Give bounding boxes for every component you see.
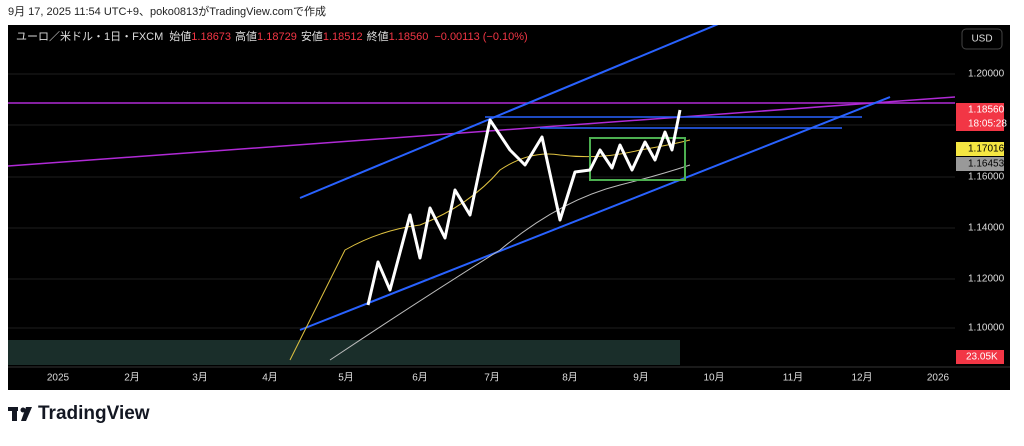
- time-label: 12月: [851, 372, 872, 384]
- badge: [956, 157, 1004, 171]
- zigzag: [366, 109, 682, 306]
- logo-icon: [8, 407, 32, 421]
- price-tick: 1.12000: [968, 274, 1005, 285]
- price-tick: 1.10000: [968, 323, 1005, 334]
- time-label: 5月: [338, 372, 354, 384]
- time-labels: 2025 2月 3月 4月 5月 6月 7月 8月 9月 10月 11月 12月…: [47, 372, 950, 384]
- badge: [956, 142, 1004, 156]
- last-price: 1.18560: [968, 105, 1005, 116]
- time-label: 2025: [47, 373, 70, 384]
- trend-line: [8, 96, 955, 167]
- volume-text: 23.05K: [966, 352, 998, 363]
- time-label: 9月: [633, 372, 649, 384]
- grid: [8, 73, 955, 329]
- time-label: 6月: [412, 372, 428, 384]
- countdown: 18:05:28: [968, 119, 1007, 130]
- currency-button[interactable]: [961, 28, 1003, 50]
- range-box: [589, 137, 686, 181]
- time-label: 3月: [192, 372, 208, 384]
- time-label: 11月: [783, 372, 803, 384]
- volume-strip: [8, 340, 680, 365]
- time-label: 10月: [703, 372, 724, 384]
- field-label: 高値: [235, 29, 257, 43]
- field-label: 終値: [367, 29, 389, 43]
- currency[interactable]: USD: [971, 34, 992, 45]
- price-ticks: 1.20000 1.16000 1.14000 1.12000 1.10000: [968, 69, 1005, 334]
- price-tick: 1.20000: [968, 69, 1005, 80]
- chart-panel: [8, 25, 1010, 390]
- field-value: 1.18729: [257, 31, 297, 43]
- channel-lower: [299, 96, 891, 331]
- time-label: 2026: [927, 373, 950, 384]
- moving-average: [289, 139, 691, 361]
- legend: ユーロ／米ドル・1日・FXCM 始値1.18673 高値1.18729 安値1.185…: [16, 29, 528, 43]
- change: −0.00113 (−0.10%): [434, 31, 527, 43]
- field-value: 1.18512: [323, 31, 363, 43]
- field-value: 1.18560: [389, 31, 429, 43]
- symbol: ユーロ／米ドル・1日・FXCM: [16, 30, 163, 43]
- last-price-badge: [956, 103, 1004, 131]
- field-label: 始値: [169, 29, 191, 43]
- field-value: 1.18673: [191, 31, 231, 43]
- badge-text: 1.16453: [968, 159, 1005, 170]
- time-label: 7月: [484, 372, 500, 384]
- time-label: 4月: [262, 372, 278, 384]
- time-label: 8月: [562, 372, 578, 384]
- drawings: [8, 25, 955, 365]
- price-tick: 1.16000: [968, 172, 1005, 183]
- badge-text: 1.17016: [968, 144, 1005, 155]
- field-label: 安値: [301, 29, 323, 43]
- logo: TradingView: [38, 403, 150, 424]
- moving-average: [329, 164, 691, 361]
- price-tick: 1.14000: [968, 223, 1005, 234]
- caption: 9月 17, 2025 11:54 UTC+9、poko0813がTrading…: [8, 4, 326, 18]
- volume-badge: [956, 350, 1004, 364]
- time-label: 2月: [124, 372, 140, 384]
- channel-upper: [299, 25, 719, 199]
